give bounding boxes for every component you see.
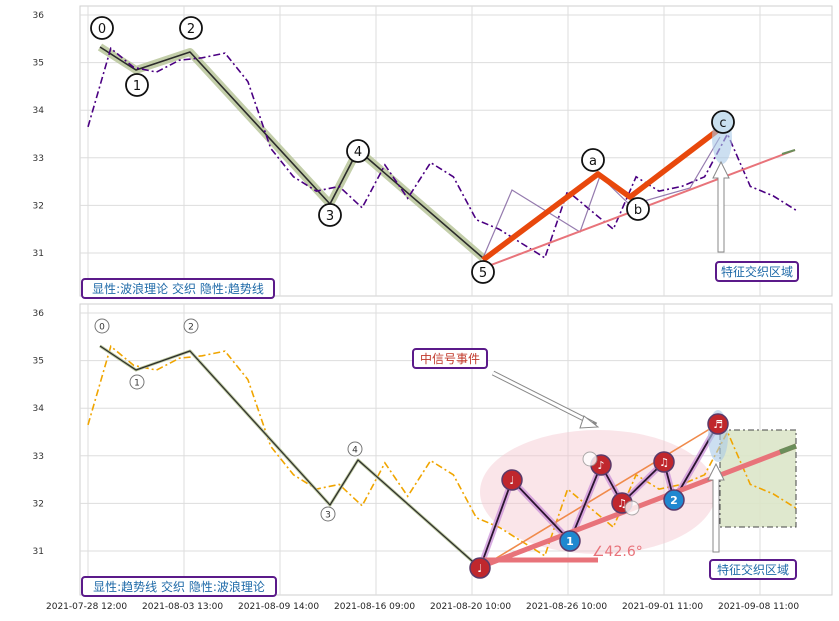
x-tick-label: 2021-08-26 10:00 (526, 602, 607, 612)
bottom-callout-box (709, 559, 797, 580)
bottom-wave-label-1: 1 (134, 379, 140, 389)
bottom-y-tick-label: 34 (33, 404, 45, 414)
x-tick-label: 2021-08-20 10:00 (430, 602, 511, 612)
wave-label-0: 0 (98, 22, 106, 37)
bottom-y-tick-label: 33 (33, 452, 44, 462)
touch-marker-symbol: ♫ (659, 456, 669, 469)
bottom-wave-label-1-circle (129, 374, 145, 390)
top-annotation-box (81, 278, 275, 299)
top-y-tick-label: 35 (33, 59, 44, 69)
bottom-y-tick-label: 32 (33, 499, 44, 509)
touch-marker-circle (501, 469, 523, 491)
wave-label-4: 4 (354, 145, 362, 160)
top-price-series (87, 46, 797, 260)
top-callout-arrow (712, 160, 730, 253)
bottom-wave-label-0: 0 (99, 323, 105, 333)
x-tick-label: 2021-09-01 11:00 (622, 602, 703, 612)
touch-marker-symbol: 1 (566, 535, 574, 548)
bottom-wave-label-2: 2 (188, 323, 194, 333)
wave-label-3-circle (318, 203, 342, 227)
wave-label-3: 3 (326, 209, 334, 224)
top-y-tick-label: 32 (33, 201, 44, 211)
bottom-y-tick-label: 31 (33, 547, 44, 557)
wave-label-b: b (634, 203, 642, 218)
wave-label-2: 2 (187, 22, 195, 37)
bottom-wave-label-2-circle (183, 318, 199, 334)
touch-marker-symbol: ♩ (477, 562, 482, 575)
wave-label-c: c (719, 116, 726, 131)
bottom-annotation-box (81, 576, 277, 597)
wave-label-a-circle (581, 148, 605, 172)
top-y-tick-label: 36 (33, 11, 45, 21)
trendline-angle-label: ∠42.6° (592, 544, 643, 560)
top-annotation-text: 显性:波浪理论 交织 隐性:趋势线 (92, 281, 264, 296)
bottom-wave-label-0-circle (94, 318, 110, 334)
bottom-callout-text: 特征交织区域 (717, 562, 789, 577)
touch-marker-circle (469, 557, 491, 579)
signal-label-text: 中信号事件 (420, 351, 480, 366)
signal-arrow-head (579, 415, 600, 429)
future-zone-box (719, 429, 797, 528)
x-tick-label: 2021-08-09 14:00 (238, 602, 319, 612)
bottom-wave-line (99, 345, 481, 569)
bottom-callout-arrow (707, 462, 725, 553)
signal-label-box (412, 348, 488, 369)
wave-label-a: a (589, 154, 597, 169)
bottom-wave-label-3: 3 (325, 511, 331, 521)
touch-marker-symbol: ♫ (617, 497, 627, 510)
wave-label-0-circle (90, 16, 114, 40)
touch-marker-circle (653, 451, 675, 473)
bottom-y-tick-label: 35 (33, 357, 44, 367)
touch-marker-symbol: ♬ (713, 418, 723, 431)
wave-label-1-circle (125, 73, 149, 97)
wave-label-4-circle (346, 139, 370, 163)
wave-label-2-circle (179, 16, 203, 40)
top-panel-frame (79, 5, 833, 297)
top-abc-wave (481, 124, 724, 263)
x-tick-label: 2021-09-08 11:00 (718, 602, 799, 612)
bottom-wave-label-4: 4 (352, 446, 358, 456)
touch-marker-circle (707, 413, 729, 435)
top-y-tick-label: 34 (33, 106, 45, 116)
bottom-wave-label-3-circle (320, 506, 336, 522)
bottom-trendline-tail (779, 443, 797, 455)
touch-marker-symbol: ♩ (509, 474, 514, 487)
top-y-tick-label: 33 (33, 154, 44, 164)
top-callout-text: 特征交织区域 (721, 264, 793, 279)
touch-marker-symbol: 2 (670, 494, 678, 507)
touch-marker-symbol: ♪ (597, 459, 604, 472)
faded-wave-label-b (624, 500, 640, 516)
bottom-y-tick-label: 36 (33, 309, 45, 319)
x-tick-label: 2021-08-16 09:00 (334, 602, 415, 612)
wave-label-b-circle (626, 197, 650, 221)
bottom-price-series (87, 344, 797, 558)
wave-label-5-circle (471, 260, 495, 284)
bottom-annotation-text: 显性:趋势线 交织 隐性:波浪理论 (93, 579, 265, 594)
faded-wave-label-a (582, 451, 598, 467)
bottom-channel-upper (479, 423, 719, 569)
top-wave-line (99, 46, 484, 259)
wave-label-5: 5 (479, 266, 487, 281)
wave-label-1: 1 (133, 79, 141, 94)
top-y-tick-label: 31 (33, 249, 44, 259)
top-callout-box (715, 261, 799, 282)
wave-label-c-circle (711, 110, 735, 134)
x-tick-label: 2021-07-28 12:00 (46, 602, 127, 612)
touch-marker-circle (559, 530, 581, 552)
touch-marker-circle (663, 489, 685, 511)
signal-arrow-inner (492, 371, 593, 425)
top-trendline-tail (781, 149, 796, 155)
bottom-wave-label-4-circle (347, 441, 363, 457)
x-tick-label: 2021-08-03 13:00 (142, 602, 223, 612)
